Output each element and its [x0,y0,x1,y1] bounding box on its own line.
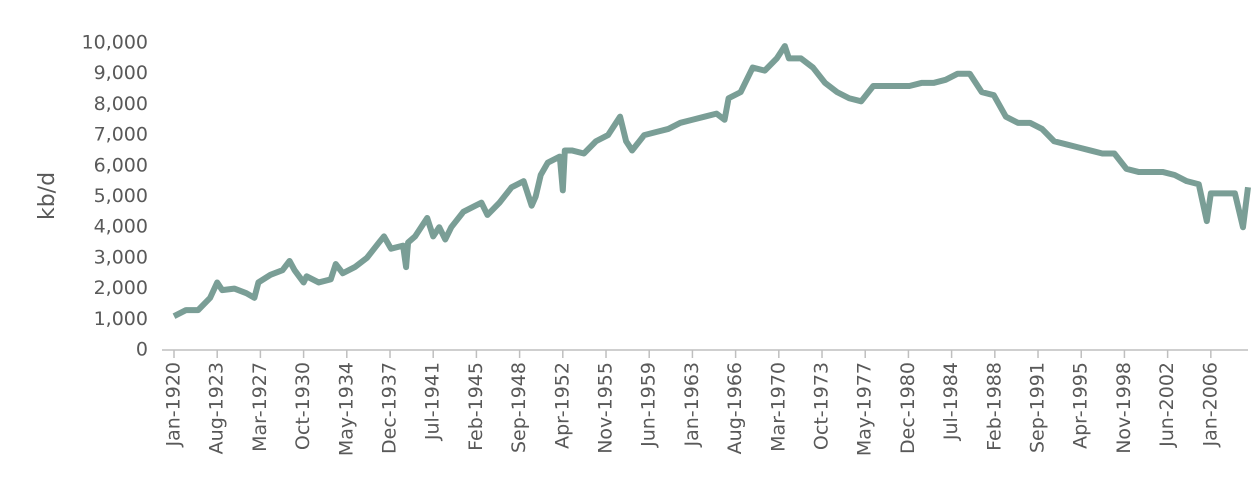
x-tick-label: Nov-1998 [1113,362,1135,454]
y-tick-label: 1,000 [94,308,148,330]
y-tick-label: 6,000 [94,154,148,176]
x-tick-label: Dec-1937 [379,362,401,454]
y-tick-label: 5,000 [94,185,148,207]
y-tick-label: 3,000 [94,246,148,268]
x-tick-label: May-1934 [335,362,357,456]
x-tick-label: Feb-1988 [983,362,1005,451]
x-tick-label: Dec-1980 [897,362,919,454]
y-tick-label: 9,000 [94,62,148,84]
x-tick-label: Jul-1941 [422,362,444,441]
x-tick-label: Sep-1991 [1027,362,1049,453]
x-tick-label: Feb-1945 [465,362,487,451]
y-tick-label: 10,000 [82,32,148,54]
y-tick-label: 8,000 [94,93,148,115]
x-tick-label: Aug-1923 [206,362,228,454]
x-tick-label: Aug-1966 [724,362,746,454]
x-tick-label: Apr-1995 [1070,362,1092,449]
x-tick-label: Oct-1930 [292,362,314,450]
x-tick-label: Jun-2002 [1156,362,1178,448]
x-tick-label: Jan-1963 [681,362,703,448]
y-tick-label: 4,000 [94,216,148,238]
y-tick-label: 7,000 [94,124,148,146]
x-tick-label: Mar-1927 [249,362,271,452]
x-tick-label: Sep-1948 [508,362,530,453]
y-tick-label: 2,000 [94,277,148,299]
y-axis-label: kb/d [35,172,60,220]
x-tick-label: Apr-1952 [551,362,573,449]
x-tick-label: Oct-1973 [811,362,833,450]
x-tick-label: Jan-2006 [1199,362,1221,448]
data-line [172,43,1251,319]
x-tick-label: May-1977 [854,362,876,456]
x-tick-label: Mar-1970 [767,362,789,452]
x-tick-label: Jul-1984 [940,362,962,441]
y-tick-label: 0 [136,339,148,361]
x-tick-label: Nov-1955 [595,362,617,454]
x-tick-label: Jan-1920 [163,362,185,448]
x-tick-label: Jun-1959 [638,362,660,448]
